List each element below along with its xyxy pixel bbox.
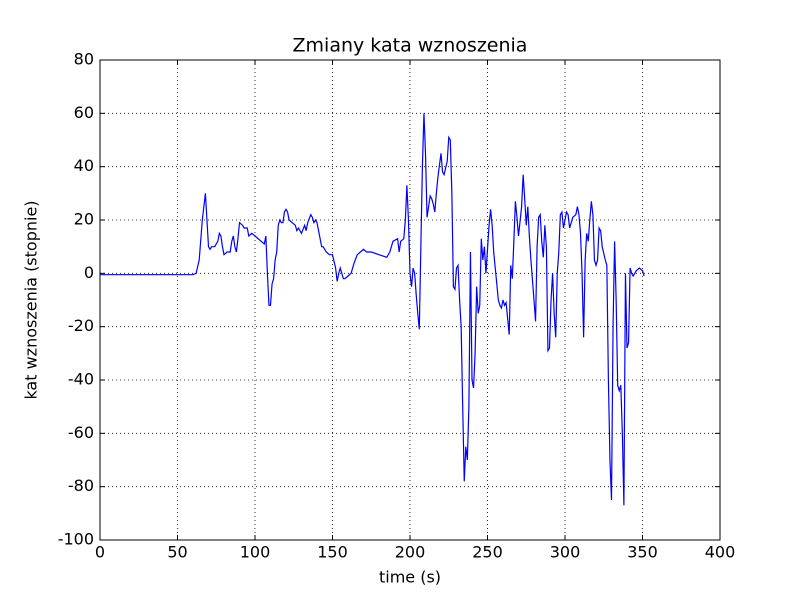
x-tick-label: 100 [240,543,271,562]
y-tick-label: -20 [68,316,94,335]
y-axis-label: kat wznoszenia (stopnie) [22,200,41,399]
chart-title: Zmiany kata wznoszenia [293,35,528,57]
x-tick-label: 300 [550,543,581,562]
y-tick-label: 0 [84,263,94,282]
x-tick-label: 400 [705,543,736,562]
plot-frame [99,59,721,541]
y-tick-label: 60 [74,103,94,122]
data-line [100,113,645,506]
y-tick-label: -100 [58,530,94,549]
y-tick-label: -80 [68,476,94,495]
x-tick-label: 0 [95,543,105,562]
y-tick-label: 80 [74,50,94,69]
x-tick-label: 200 [395,543,426,562]
x-axis-label: time (s) [379,568,441,587]
x-tick-label: 150 [317,543,348,562]
y-tick-label: -40 [68,370,94,389]
x-tick-label: 350 [627,543,658,562]
x-tick-label: 50 [167,543,187,562]
y-tick-label: 20 [74,210,94,229]
x-tick-label: 250 [472,543,503,562]
y-tick-label: 40 [74,156,94,175]
y-tick-label: -60 [68,423,94,442]
